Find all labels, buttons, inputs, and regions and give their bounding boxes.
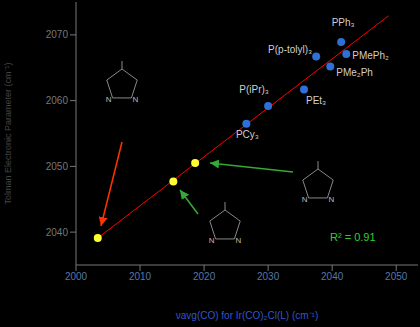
svg-text:2010: 2010 [129,271,152,282]
svg-text:N: N [302,195,308,204]
svg-text:Tolman Electronic Parameter (c: Tolman Electronic Parameter (cm⁻¹) [8,62,13,204]
svg-text:2070: 2070 [46,29,69,40]
svg-text:N: N [209,236,215,245]
svg-text:PCy₃: PCy₃ [236,129,259,140]
svg-text:2050: 2050 [46,161,69,172]
svg-text:2060: 2060 [46,95,69,106]
svg-text:2040: 2040 [321,271,344,282]
svg-text:2030: 2030 [257,271,280,282]
svg-text:P(p-tolyl)₃: P(p-tolyl)₃ [268,44,312,55]
svg-text:N: N [133,95,139,104]
svg-text:νavg(CO) for Ir(CO)₂Cl(L) (cm⁻: νavg(CO) for Ir(CO)₂Cl(L) (cm⁻¹) [176,310,318,321]
svg-text:2020: 2020 [193,271,216,282]
svg-text:N: N [329,195,335,204]
svg-text:R² = 0.91: R² = 0.91 [330,231,376,243]
svg-text:2000: 2000 [65,271,88,282]
svg-text:PMe₂Ph: PMe₂Ph [336,67,373,78]
svg-text:N: N [106,95,112,104]
svg-text:P(iPr)₃: P(iPr)₃ [239,84,269,95]
svg-text:PPh₃: PPh₃ [332,17,355,28]
svg-text:2050: 2050 [385,271,408,282]
svg-text:PEt₃: PEt₃ [306,95,326,106]
svg-text:N: N [236,236,242,245]
svg-text:2040: 2040 [46,227,69,238]
svg-text:PMePh₂: PMePh₂ [352,50,389,61]
